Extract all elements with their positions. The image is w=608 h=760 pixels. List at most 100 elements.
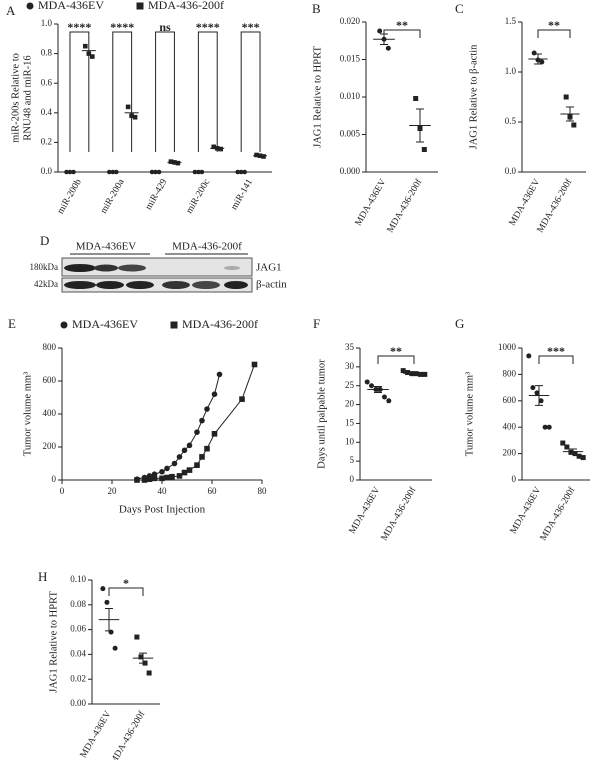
marker: [175, 160, 181, 166]
significance-bracket: [69, 31, 90, 152]
marker: [568, 449, 574, 455]
marker: [164, 474, 170, 481]
marker: [134, 477, 140, 483]
marker: [112, 645, 118, 651]
y-axis-label: JAG1 Relative to HPRT: [48, 591, 59, 693]
marker: [564, 444, 570, 450]
marker: [251, 361, 258, 368]
y-tick-label: 0.02: [70, 673, 86, 683]
marker: [104, 599, 110, 605]
y-tick-label: 800: [503, 368, 517, 378]
significance-bracket: [377, 355, 415, 364]
marker: [400, 368, 406, 374]
significance-label: *: [123, 576, 129, 590]
x-tick-label: 0: [60, 486, 65, 496]
y-tick-label: 400: [43, 408, 57, 418]
marker: [364, 379, 370, 385]
significance-label: ***: [242, 20, 260, 34]
marker: [261, 154, 266, 159]
marker: [159, 475, 165, 482]
significance-label: **: [390, 344, 402, 358]
y-axis-label: JAG1 Relative to HPRT: [312, 46, 323, 148]
marker: [132, 114, 138, 120]
y-tick-label: 0.020: [340, 16, 361, 26]
legend-marker: [60, 321, 68, 329]
band: [96, 281, 124, 289]
legend-label: MDA-436EV: [38, 0, 104, 12]
marker-label: 42kDa: [34, 279, 58, 289]
marker: [138, 654, 144, 660]
significance-bracket: [383, 29, 421, 38]
marker: [254, 152, 259, 158]
y-axis-label: Tumor volume mm³: [464, 372, 475, 456]
marker: [571, 122, 577, 128]
bands: [64, 264, 248, 289]
significance-label: ****: [67, 20, 91, 34]
legend-label: MDA-436EV: [72, 317, 138, 331]
y-tick-label: 0.5: [505, 116, 517, 126]
error-bar: [416, 108, 424, 143]
x-tick-label: 20: [108, 486, 118, 496]
marker: [369, 383, 375, 389]
band: [224, 266, 240, 270]
y-axis-label: JAG1 Relative to β-actin: [468, 44, 479, 150]
y-tick-label: 1.0: [505, 66, 517, 76]
legend-marker: [170, 321, 178, 329]
error-bar: [535, 385, 543, 406]
y-tick-label: 1.0: [41, 18, 53, 28]
marker: [194, 429, 200, 435]
band-label: JAG1: [256, 262, 282, 274]
marker: [526, 353, 532, 359]
x-tick-label: 60: [208, 486, 218, 496]
marker: [538, 398, 544, 404]
marker: [181, 469, 188, 476]
y-tick-label: 5: [350, 455, 355, 465]
marker: [405, 370, 411, 376]
marker: [83, 43, 88, 49]
error-bar: [374, 385, 382, 394]
marker: [542, 424, 548, 430]
y-tick-label: 20: [345, 399, 355, 409]
significance-label: **: [396, 18, 408, 32]
marker: [169, 473, 175, 480]
y-tick-label: 0.8: [41, 48, 53, 58]
y-tick-label: 0: [350, 474, 355, 484]
marker: [211, 431, 218, 437]
group-label: MDA-436-200f: [172, 241, 242, 253]
y-axis-label: Tumor volume mm³: [22, 372, 33, 456]
y-tick-label: 0.06: [70, 624, 86, 634]
y-tick-label: 0.000: [340, 166, 361, 176]
marker: [181, 447, 188, 454]
y-tick-label: 35: [345, 342, 355, 352]
marker: [422, 371, 428, 377]
marker: [146, 476, 153, 482]
y-tick-label: 15: [345, 417, 355, 427]
y-tick-label: 0.015: [340, 54, 361, 64]
y-tick-label: 0.010: [340, 91, 361, 101]
panel-label: A: [6, 3, 16, 18]
marker: [576, 453, 582, 459]
marker: [176, 473, 183, 479]
y-tick-label: 10: [345, 436, 355, 446]
marker: [211, 391, 218, 398]
band: [162, 281, 190, 289]
y-tick-label: 0.6: [41, 77, 53, 87]
marker: [539, 59, 545, 65]
panel-label: D: [40, 233, 49, 248]
marker: [151, 475, 158, 482]
marker: [560, 440, 566, 446]
marker: [164, 465, 170, 472]
marker: [546, 424, 552, 430]
y-tick-label: 25: [345, 380, 355, 390]
marker: [176, 454, 183, 460]
marker: [100, 586, 106, 592]
legend-marker: [26, 2, 34, 10]
significance-label: ****: [110, 20, 134, 34]
marker: [417, 371, 423, 377]
marker: [580, 455, 586, 461]
error-bar: [139, 652, 147, 664]
legend-marker: [136, 2, 144, 10]
marker: [199, 454, 205, 460]
band: [224, 281, 248, 289]
y-tick-label: 0.0: [505, 166, 517, 176]
